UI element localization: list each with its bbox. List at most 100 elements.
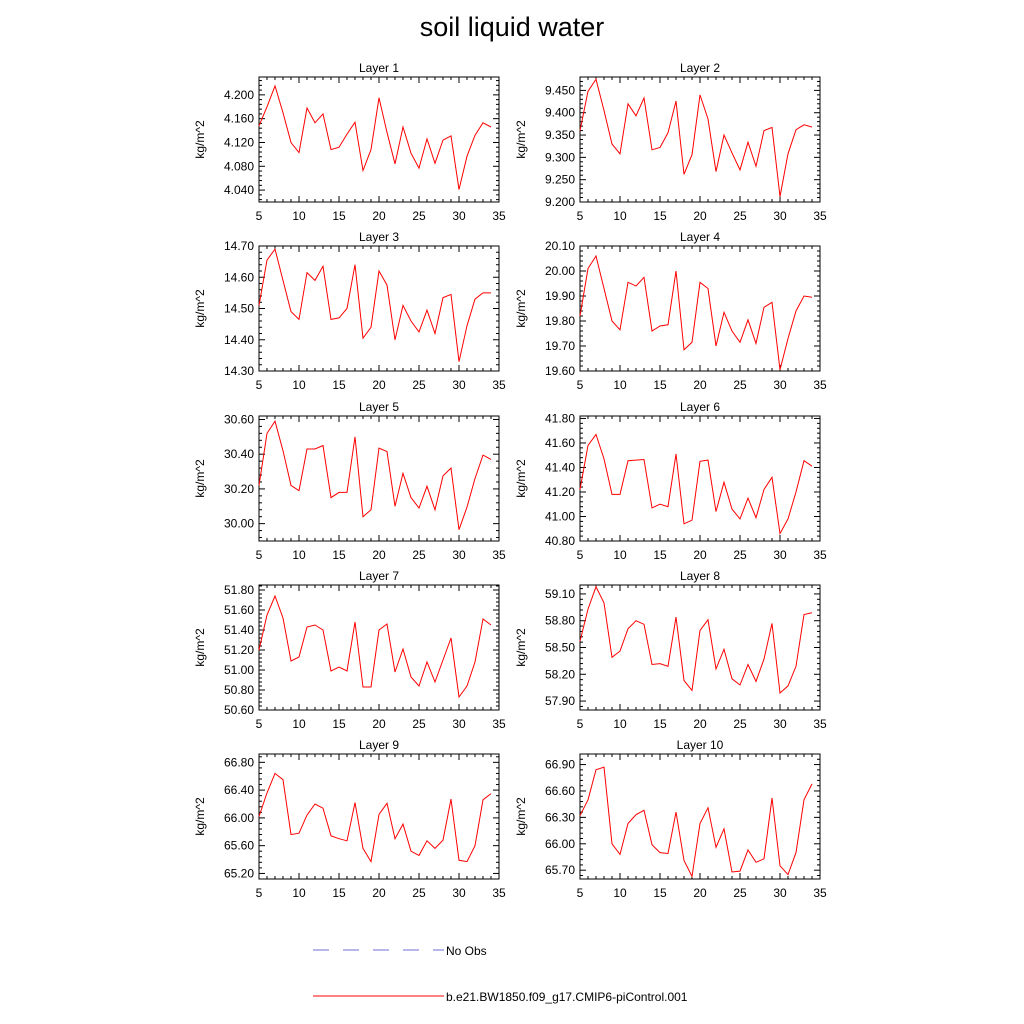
panel-layer-2: Layer 2 kg/m^2 5 10 15 20 25 30 35 9.200 9.250 9.30… <box>514 61 827 223</box>
x-tick-label: 10 <box>292 548 306 562</box>
y-tick-label: 30.40 <box>224 447 254 461</box>
y-tick-label: 65.60 <box>224 839 254 853</box>
x-tick-label: 10 <box>292 209 306 223</box>
x-tick-label: 30 <box>452 886 466 900</box>
panel-layer-9: Layer 9 kg/m^2 5 10 15 20 25 30 35 65.20 65.60 66.0… <box>193 738 506 900</box>
y-tick-label: 30.20 <box>224 482 254 496</box>
panel-layer-3: Layer 3 kg/m^2 5 10 15 20 25 30 35 14.30 14.40 14.5… <box>193 230 506 392</box>
y-tick-label: 30.60 <box>224 412 254 426</box>
y-tick-label: 14.40 <box>224 333 254 347</box>
x-tick-label: 15 <box>332 209 346 223</box>
x-tick-label: 25 <box>412 209 426 223</box>
y-tick-label: 51.00 <box>224 663 254 677</box>
x-tick-label: 5 <box>256 886 263 900</box>
x-tick-label: 15 <box>653 548 667 562</box>
y-tick-label: 57.90 <box>545 694 575 708</box>
x-tick-label: 30 <box>773 717 787 731</box>
plot-frame <box>258 415 500 542</box>
x-tick-label: 35 <box>492 209 506 223</box>
legend: No Obs b.e21.BW1850.f09_g17.CMIP6-piCont… <box>313 944 688 1004</box>
x-tick-label: 5 <box>577 548 584 562</box>
series-line-layer-3 <box>258 247 491 362</box>
x-tick-label: 25 <box>733 886 747 900</box>
x-tick-label: 10 <box>613 209 627 223</box>
x-tick-label: 15 <box>653 886 667 900</box>
y-tick-label: 66.30 <box>545 810 575 824</box>
panel-title: Layer 1 <box>359 61 399 75</box>
y-tick-label: 14.30 <box>224 364 254 378</box>
y-tick-label: 58.20 <box>545 667 575 681</box>
y-tick-label: 66.90 <box>545 758 575 772</box>
x-tick-label: 20 <box>693 548 707 562</box>
y-tick-label: 51.40 <box>224 623 254 637</box>
x-tick-label: 25 <box>412 717 426 731</box>
panel-title: Layer 2 <box>680 61 720 75</box>
x-tick-label: 35 <box>492 548 506 562</box>
x-tick-label: 35 <box>492 717 506 731</box>
x-tick-label: 35 <box>813 548 827 562</box>
y-tick-label: 66.00 <box>545 837 575 851</box>
x-tick-label: 30 <box>773 886 787 900</box>
panel-layer-7: Layer 7 kg/m^2 5 10 15 20 25 30 35 50.60 50.80 51.0… <box>193 569 506 731</box>
y-axis-label: kg/m^2 <box>514 797 528 836</box>
x-tick-label: 20 <box>693 886 707 900</box>
x-tick-label: 35 <box>813 209 827 223</box>
panel-title: Layer 7 <box>359 569 399 583</box>
x-tick-label: 25 <box>733 209 747 223</box>
series-line-layer-6 <box>579 433 813 536</box>
y-tick-label: 50.60 <box>224 703 254 717</box>
plot-frame <box>258 76 500 203</box>
panel-title: Layer 3 <box>359 230 399 244</box>
panel-title: Layer 10 <box>677 738 724 752</box>
panel-layer-5: Layer 5 kg/m^2 5 10 15 20 25 30 35 30.00 30.20 30.4… <box>193 400 506 562</box>
x-tick-label: 20 <box>693 209 707 223</box>
x-tick-label: 30 <box>773 209 787 223</box>
x-tick-label: 20 <box>372 548 386 562</box>
x-tick-label: 10 <box>613 886 627 900</box>
panel-title: Layer 8 <box>680 569 720 583</box>
panel-title: Layer 9 <box>359 738 399 752</box>
y-tick-label: 50.80 <box>224 683 254 697</box>
panel-layer-4: Layer 4 kg/m^2 5 10 15 20 25 30 35 19.60 19.70 19.8… <box>514 230 827 392</box>
x-tick-label: 15 <box>653 717 667 731</box>
y-tick-label: 51.20 <box>224 643 254 657</box>
x-tick-label: 30 <box>773 548 787 562</box>
series-line-layer-10 <box>579 766 813 879</box>
y-tick-label: 20.00 <box>545 264 575 278</box>
series-line-layer-7 <box>258 594 492 699</box>
y-tick-label: 9.200 <box>545 195 575 209</box>
x-tick-label: 20 <box>372 209 386 223</box>
y-tick-label: 40.80 <box>545 534 575 548</box>
chart-title: soil liquid water <box>419 12 605 42</box>
x-tick-label: 30 <box>452 209 466 223</box>
x-tick-label: 15 <box>332 717 346 731</box>
y-tick-label: 9.350 <box>545 128 575 142</box>
y-tick-label: 51.60 <box>224 603 254 617</box>
y-axis-label: kg/m^2 <box>193 459 207 498</box>
x-tick-label: 5 <box>256 548 263 562</box>
y-tick-label: 65.20 <box>224 866 254 880</box>
y-tick-label: 4.040 <box>224 183 254 197</box>
x-tick-label: 10 <box>613 378 627 392</box>
y-tick-label: 66.00 <box>224 811 254 825</box>
plot-frame <box>579 753 821 880</box>
panel-title: Layer 6 <box>680 400 720 414</box>
x-tick-label: 30 <box>452 378 466 392</box>
y-tick-label: 41.20 <box>545 485 575 499</box>
series-line-layer-8 <box>579 585 813 695</box>
y-tick-label: 4.160 <box>224 112 254 126</box>
x-tick-label: 25 <box>412 548 426 562</box>
x-tick-label: 25 <box>733 548 747 562</box>
y-tick-label: 41.00 <box>545 509 575 523</box>
y-tick-label: 19.60 <box>545 364 575 378</box>
y-tick-label: 65.70 <box>545 863 575 877</box>
x-tick-label: 35 <box>813 378 827 392</box>
y-tick-label: 66.40 <box>224 783 254 797</box>
y-tick-label: 4.120 <box>224 135 254 149</box>
x-tick-label: 5 <box>577 717 584 731</box>
y-axis-label: kg/m^2 <box>193 289 207 328</box>
y-axis-label: kg/m^2 <box>193 628 207 667</box>
y-axis-label: kg/m^2 <box>193 120 207 159</box>
series-line-layer-5 <box>258 419 492 530</box>
panel-title: Layer 5 <box>359 400 399 414</box>
